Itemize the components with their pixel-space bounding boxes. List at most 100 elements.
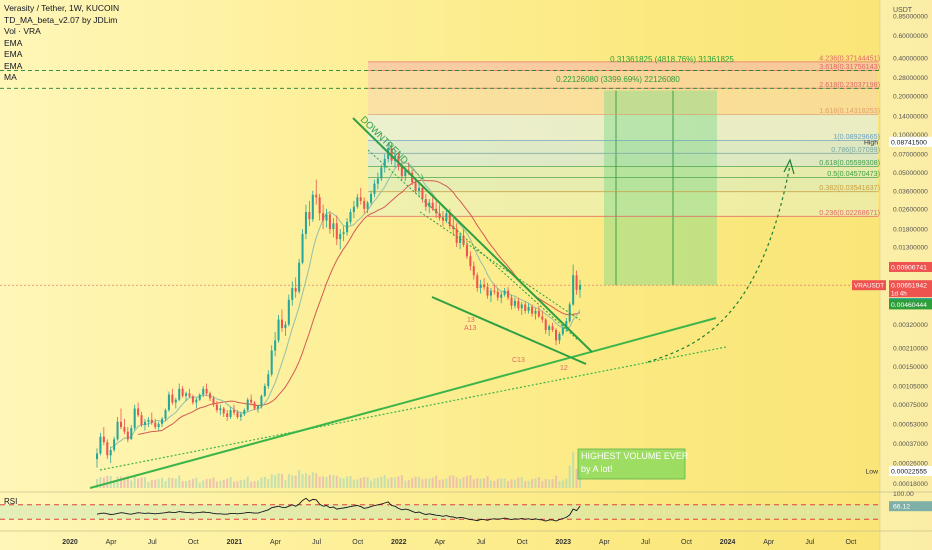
volume-note-box bbox=[577, 448, 686, 480]
candle-body bbox=[253, 402, 256, 409]
candle bbox=[548, 324, 551, 336]
candle bbox=[181, 386, 184, 398]
price-axis-tick: 0.01800000 bbox=[893, 227, 928, 234]
candle-body bbox=[541, 316, 544, 320]
candle-body bbox=[578, 285, 582, 290]
time-axis-tick: Jul bbox=[477, 539, 486, 546]
candle-body bbox=[229, 410, 232, 417]
candle-body bbox=[469, 256, 472, 267]
price-tag-value: 0.00460444 bbox=[891, 302, 927, 309]
indicator-ma[interactable]: MA bbox=[4, 72, 17, 82]
price-axis-tick: 0.10000000 bbox=[893, 132, 928, 139]
fib-label-6: 0.618(0.05599308) bbox=[819, 158, 880, 167]
volume-bar bbox=[555, 475, 558, 488]
price-axis-tick: 0.28000000 bbox=[893, 75, 928, 82]
volume-bar bbox=[226, 478, 229, 488]
candle-body bbox=[500, 294, 503, 298]
volume-bar bbox=[130, 480, 133, 488]
candle bbox=[572, 264, 575, 306]
candle bbox=[424, 193, 427, 211]
candle-body bbox=[311, 194, 314, 220]
volume-bar bbox=[298, 470, 301, 488]
candle-body bbox=[555, 329, 558, 341]
candle-body bbox=[185, 393, 188, 396]
volume-bar bbox=[349, 476, 352, 488]
candle-body bbox=[222, 408, 225, 414]
volume-bar bbox=[322, 476, 325, 488]
volume-bar bbox=[462, 477, 465, 488]
candle-body bbox=[414, 182, 417, 191]
price-tag-bg bbox=[889, 466, 932, 477]
volume-bar bbox=[438, 480, 441, 488]
indicator-ema-2[interactable]: EMA bbox=[4, 49, 23, 59]
count-label-13: 13 bbox=[467, 317, 475, 324]
volume-bar bbox=[513, 479, 516, 488]
candle-body bbox=[517, 300, 520, 309]
time-axis-tick: Jul bbox=[641, 539, 650, 546]
candle-body bbox=[417, 187, 421, 191]
candle bbox=[359, 187, 362, 205]
volume-bar bbox=[301, 473, 304, 488]
volume-bar bbox=[274, 475, 277, 488]
candle bbox=[373, 179, 376, 198]
indicator-td-ma[interactable]: TD_MA_beta_v2.07 by JDLim bbox=[4, 14, 118, 25]
candle bbox=[277, 315, 280, 343]
candle bbox=[370, 190, 373, 205]
indicator-ema-3[interactable]: EMA bbox=[4, 60, 23, 71]
candle bbox=[346, 218, 349, 236]
candle-body bbox=[366, 202, 369, 209]
candle-body bbox=[411, 172, 414, 183]
candle bbox=[260, 394, 263, 409]
candle bbox=[483, 278, 486, 290]
candle-body bbox=[397, 155, 400, 167]
volume-bar bbox=[520, 476, 523, 488]
candle-body bbox=[277, 319, 280, 341]
candle-body bbox=[140, 415, 143, 425]
candle-body bbox=[171, 394, 174, 403]
volume-bar bbox=[147, 481, 150, 488]
volume-bar bbox=[565, 478, 568, 488]
candle-body bbox=[150, 419, 153, 423]
rsi-current-value: 66.12 bbox=[893, 504, 910, 511]
price-tag-value: 0.00022555 bbox=[891, 469, 927, 476]
candle-body bbox=[548, 326, 551, 330]
volume-bar bbox=[346, 476, 349, 488]
candle bbox=[270, 345, 273, 377]
candle bbox=[537, 305, 540, 319]
candle bbox=[315, 179, 318, 205]
candle bbox=[236, 410, 239, 419]
candle-body bbox=[441, 218, 444, 221]
volume-bar bbox=[102, 477, 105, 488]
price-axis-tick: 0.00053000 bbox=[893, 421, 928, 428]
indicator-volume[interactable]: Vol · VRA bbox=[4, 26, 41, 36]
volume-bar bbox=[185, 481, 188, 488]
price-axis-tick: 0.05000000 bbox=[893, 170, 928, 177]
projection-arrow-head bbox=[783, 158, 795, 175]
candle-body bbox=[524, 304, 527, 311]
rsi-current-bg bbox=[889, 501, 932, 512]
indicator-ema-1[interactable]: EMA bbox=[4, 37, 23, 48]
volume-bar bbox=[236, 481, 239, 488]
symbol-title[interactable]: Verasity / Tether, 1W, KUCOIN bbox=[4, 3, 120, 13]
fib-label-7: 0.5(0.04570473) bbox=[827, 169, 880, 178]
price-tag-bg bbox=[889, 136, 932, 147]
candle-body bbox=[167, 394, 170, 411]
candle bbox=[555, 328, 558, 346]
rsi-label: RSI bbox=[4, 497, 17, 506]
candle bbox=[520, 302, 523, 316]
candle-body bbox=[370, 193, 373, 203]
candle-body bbox=[123, 427, 126, 432]
fib-zone-3618 bbox=[368, 70, 878, 89]
candle bbox=[246, 397, 249, 412]
candle-body bbox=[195, 399, 198, 403]
volume-bar bbox=[222, 479, 225, 488]
candle-body bbox=[126, 431, 129, 440]
candle-body bbox=[133, 408, 136, 429]
volume-bar bbox=[126, 476, 129, 488]
candle-body bbox=[291, 287, 294, 300]
volume-bar bbox=[424, 478, 427, 488]
candle bbox=[215, 401, 218, 413]
volume-bar bbox=[363, 477, 366, 488]
volume-bar bbox=[407, 480, 410, 488]
